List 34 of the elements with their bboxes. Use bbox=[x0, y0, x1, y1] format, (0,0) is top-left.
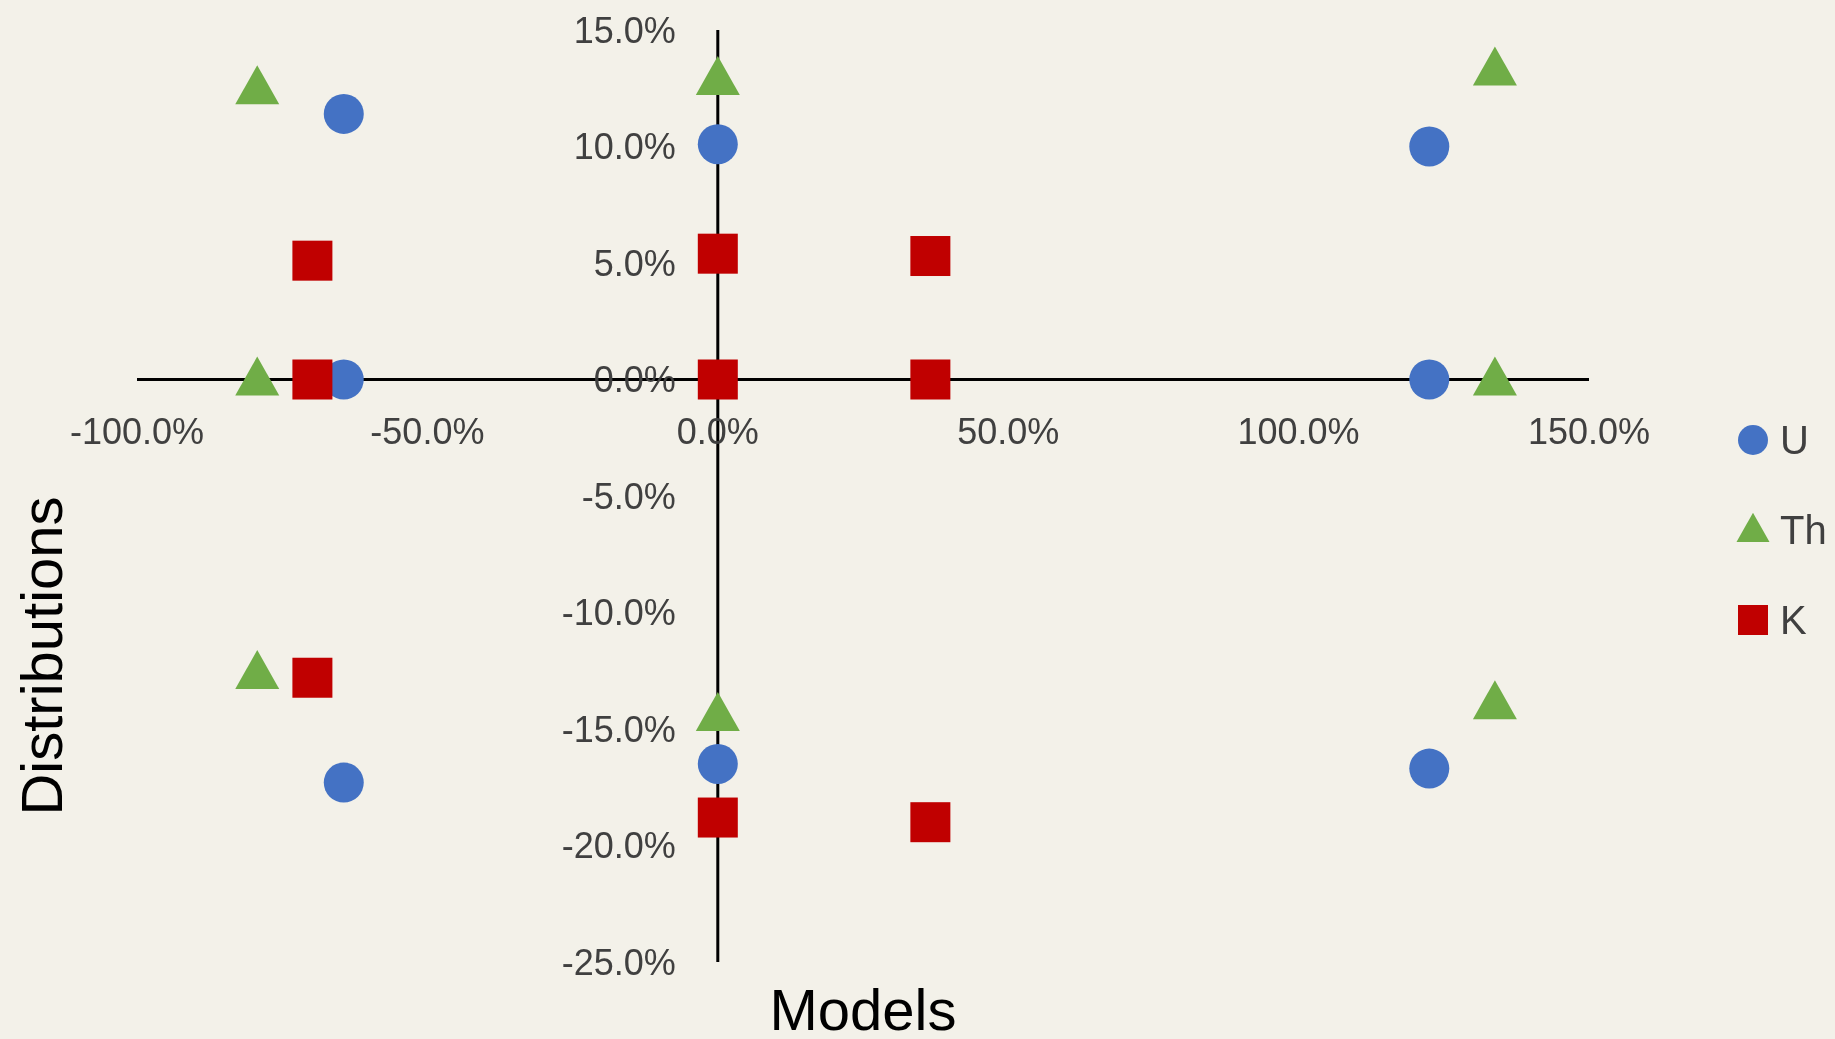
point bbox=[292, 657, 333, 698]
point bbox=[697, 797, 738, 838]
x-tick-label: 100.0% bbox=[1237, 410, 1360, 452]
x-tick-label: 150.0% bbox=[1527, 410, 1651, 452]
y-tick-label: -20.0% bbox=[561, 825, 676, 867]
legend-label: K bbox=[1780, 598, 1807, 642]
point bbox=[697, 233, 738, 274]
x-axis-title: Models bbox=[769, 977, 957, 1039]
point bbox=[697, 743, 738, 784]
legend-label: U bbox=[1780, 418, 1809, 462]
y-tick-label: -5.0% bbox=[581, 475, 676, 517]
x-tick-label: -50.0% bbox=[370, 410, 485, 452]
point bbox=[1409, 359, 1450, 400]
y-tick-label: 5.0% bbox=[593, 242, 676, 284]
point bbox=[323, 93, 364, 134]
point bbox=[1409, 126, 1450, 167]
y-axis-title: Distributions bbox=[9, 496, 74, 816]
y-tick-label: 10.0% bbox=[573, 126, 676, 168]
legend-label: Th bbox=[1780, 508, 1827, 552]
y-tick-label: -10.0% bbox=[561, 592, 676, 634]
point bbox=[910, 236, 951, 277]
point bbox=[292, 359, 333, 400]
point bbox=[292, 240, 333, 281]
x-tick-label: 50.0% bbox=[957, 410, 1060, 452]
point bbox=[1409, 748, 1450, 789]
point bbox=[910, 359, 951, 400]
point bbox=[910, 802, 951, 843]
point bbox=[323, 762, 364, 803]
y-tick-label: 15.0% bbox=[573, 9, 676, 51]
y-tick-label: -25.0% bbox=[561, 941, 676, 983]
point bbox=[697, 124, 738, 165]
point bbox=[697, 359, 738, 400]
y-tick-label: -15.0% bbox=[561, 708, 676, 750]
x-tick-label: -100.0% bbox=[69, 410, 205, 452]
